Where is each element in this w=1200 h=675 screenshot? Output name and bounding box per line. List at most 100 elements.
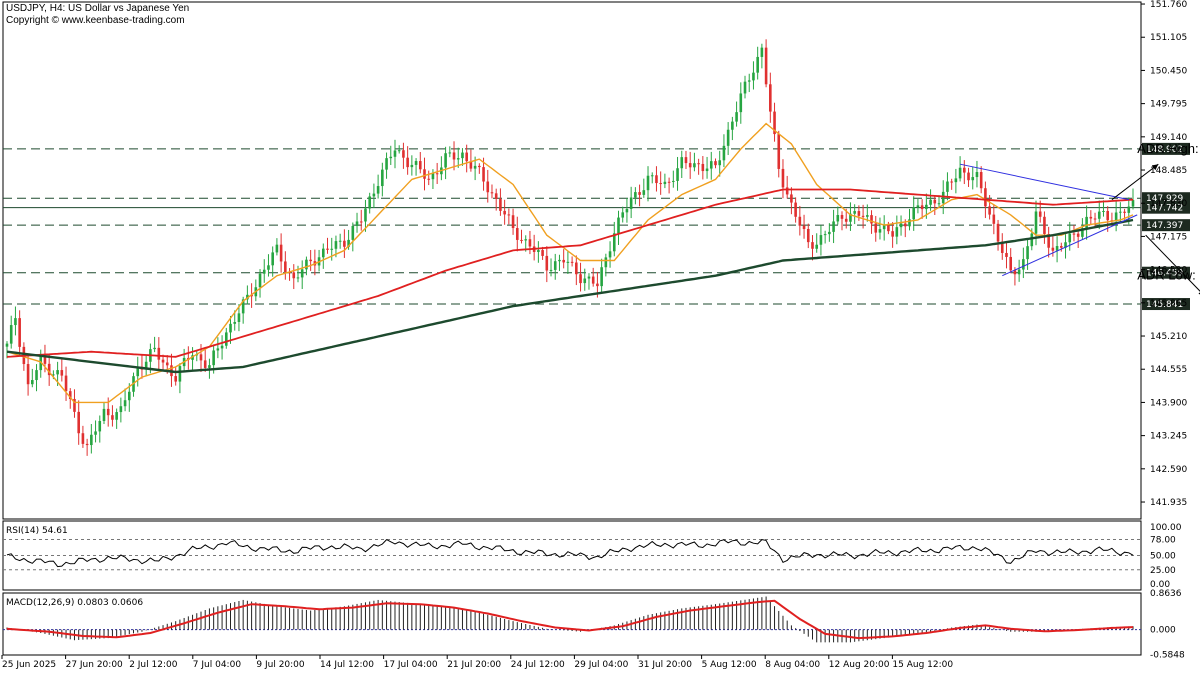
price-tick-label: 145.865: [1150, 299, 1187, 309]
candle-body: [81, 433, 85, 444]
candle-body: [545, 255, 549, 271]
candle-body: [39, 356, 43, 371]
rsi-tick-label: 25.00: [1150, 566, 1176, 576]
candle-body: [1026, 246, 1029, 260]
candle-body: [1114, 212, 1118, 221]
price-tick-label: 149.795: [1150, 100, 1187, 110]
time-tick-label: 31 Jul 20:00: [638, 660, 692, 670]
candle-body: [241, 299, 245, 314]
candle-body: [279, 244, 283, 262]
candle-body: [237, 313, 241, 322]
candle-body: [431, 173, 435, 180]
time-tick-label: 8 Aug 04:00: [765, 660, 820, 670]
candle-body: [731, 121, 734, 130]
candle-body: [448, 152, 452, 154]
time-tick-label: 25 Jun 2025: [2, 660, 56, 670]
candle-body: [882, 224, 886, 230]
candle-body: [1022, 259, 1025, 270]
candle-body: [330, 248, 334, 250]
candle-body: [14, 318, 17, 326]
candle-body: [828, 231, 831, 235]
candle-body: [376, 186, 380, 194]
candle-body: [385, 158, 388, 170]
triangle-trendline: [959, 163, 1129, 201]
candle-body: [1000, 241, 1004, 253]
price-tick-label: 148.485: [1150, 166, 1187, 176]
chart-header-copyright: Copyright © www.keenbase-trading.com: [6, 15, 185, 26]
candle-body: [347, 239, 350, 247]
candle-body: [499, 198, 502, 211]
candle-body: [203, 360, 207, 368]
candle-body: [469, 161, 473, 169]
candle-body: [583, 278, 587, 284]
rsi-tick-label: 78.00: [1150, 536, 1176, 546]
candle-body: [815, 244, 819, 249]
candle-body: [971, 177, 975, 181]
candle-body: [1017, 269, 1021, 275]
candle-body: [769, 84, 772, 112]
candle-body: [64, 375, 68, 392]
candle-body: [208, 365, 211, 368]
candle-body: [402, 150, 405, 158]
candle-body: [1005, 252, 1008, 257]
candle-body: [967, 172, 970, 181]
candle-body: [575, 262, 578, 275]
candle-body: [596, 283, 599, 287]
candle-body: [979, 172, 983, 189]
candle-body: [785, 187, 789, 195]
candle-body: [136, 366, 140, 377]
candle-body: [764, 47, 768, 85]
time-tick-label: 15 Aug 12:00: [892, 660, 953, 670]
candle-body: [541, 250, 544, 256]
price-tick-label: 147.175: [1150, 232, 1187, 242]
candle-body: [743, 81, 747, 94]
candle-body: [946, 181, 949, 192]
candle-body: [520, 239, 523, 241]
candle-body: [747, 80, 751, 82]
candle-body: [933, 199, 937, 204]
candle-body: [570, 261, 574, 263]
candle-body: [558, 259, 561, 262]
candle-body: [802, 225, 806, 229]
candle-body: [309, 259, 312, 262]
rsi-line: [6, 538, 1134, 568]
macd-tick-label: -0.5848: [1150, 650, 1185, 660]
time-tick-label: 29 Jul 04:00: [574, 660, 628, 670]
candle-body: [507, 214, 511, 216]
rsi-tick-label: 50.00: [1150, 552, 1176, 562]
candle-body: [165, 362, 169, 366]
candle-body: [296, 277, 300, 279]
level-price-box: [1142, 142, 1190, 155]
price-tick-label: 146.520: [1150, 266, 1187, 276]
candle-body: [60, 370, 64, 376]
chart-header-title: USDJPY, H4: US Dollar vs Japanese Yen: [6, 3, 190, 14]
candle-body: [220, 345, 224, 349]
candle-body: [1085, 216, 1088, 229]
candle-body: [1106, 210, 1109, 221]
candle-body: [1081, 228, 1084, 237]
level-price-label: 148.902: [1146, 145, 1183, 155]
macd-title: MACD(12,26,9) 0.0803 0.0606: [6, 598, 143, 608]
level-price-box: [1142, 266, 1190, 279]
candle-body: [1097, 211, 1101, 219]
time-tick-label: 27 Jun 20:00: [66, 660, 123, 670]
candle-body: [1119, 211, 1122, 213]
candle-body: [262, 269, 266, 274]
rsi-title: RSI(14) 54.61: [6, 526, 68, 536]
candle-body: [1102, 210, 1105, 212]
candle-body: [895, 227, 899, 237]
candle-body: [891, 231, 894, 237]
candle-body: [414, 161, 418, 165]
price-tick-label: 147.830: [1150, 199, 1187, 209]
candle-body: [199, 354, 203, 361]
time-tick-label: 24 Jul 12:00: [511, 660, 565, 670]
candle-body: [840, 215, 844, 219]
price-tick-label: 144.555: [1150, 365, 1187, 375]
candle-body: [153, 347, 156, 350]
candle-body: [397, 150, 401, 152]
candle-body: [52, 374, 55, 376]
candle-body: [73, 398, 76, 412]
candle-body: [515, 228, 519, 240]
candle-body: [444, 153, 447, 168]
level-price-label: 146.459: [1146, 269, 1183, 279]
